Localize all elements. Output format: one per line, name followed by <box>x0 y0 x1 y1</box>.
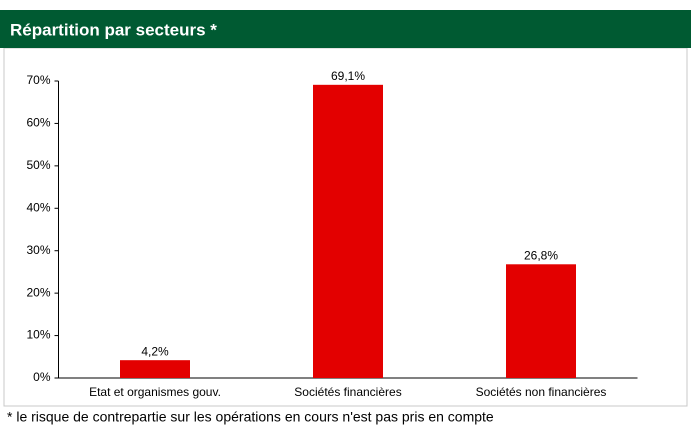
x-tick-label: Etat et organismes gouv. <box>89 385 221 399</box>
chart-title: Répartition par secteurs * <box>10 20 217 39</box>
data-label: 69,1% <box>331 69 365 83</box>
x-tick-label: Sociétés non financières <box>476 385 607 399</box>
y-tick-label: 30% <box>26 243 50 257</box>
x-tick-label: Sociétés financières <box>294 385 401 399</box>
footnote: * le risque de contrepartie sur les opér… <box>7 409 494 425</box>
y-tick-label: 70% <box>26 73 50 87</box>
bar <box>313 84 383 378</box>
bar <box>120 360 190 378</box>
y-tick-label: 40% <box>26 200 50 214</box>
y-tick-label: 0% <box>33 370 51 384</box>
y-tick-label: 20% <box>26 285 50 299</box>
header-bar <box>0 10 691 48</box>
bar <box>506 264 576 378</box>
y-tick-label: 60% <box>26 116 50 130</box>
y-tick-label: 50% <box>26 158 50 172</box>
y-tick-label: 10% <box>26 328 50 342</box>
data-label: 26,8% <box>524 248 558 262</box>
data-label: 4,2% <box>141 344 169 358</box>
